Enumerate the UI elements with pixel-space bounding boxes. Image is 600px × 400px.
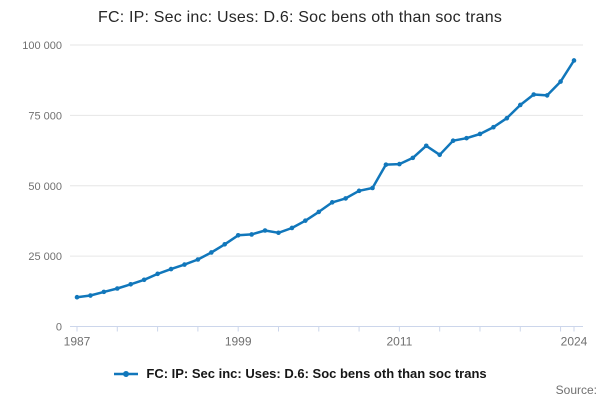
data-point	[141, 277, 147, 283]
data-point	[249, 232, 254, 237]
data-point	[343, 196, 348, 201]
data-point	[423, 143, 429, 149]
data-point	[235, 232, 241, 238]
data-point	[316, 209, 322, 215]
data-point	[491, 124, 496, 130]
chart-title: FC: IP: Sec inc: Uses: D.6: Soc bens oth…	[97, 9, 503, 26]
data-point	[155, 271, 160, 277]
y-axis-tick-label: 0	[56, 322, 62, 334]
data-point	[410, 155, 416, 161]
data-point	[262, 228, 268, 233]
data-point	[114, 286, 120, 291]
x-axis-tick-label: 1999	[225, 335, 252, 349]
data-point	[329, 200, 335, 205]
data-point	[128, 281, 134, 287]
legend-series-marker-icon	[114, 370, 139, 377]
data-point	[504, 115, 510, 121]
x-axis-tick-label: 2024	[561, 335, 588, 349]
data-point	[195, 257, 201, 262]
y-axis-tick-label: 25 000	[28, 251, 62, 263]
legend: FC: IP: Sec inc: Uses: D.6: Soc bens oth…	[0, 366, 600, 381]
data-point	[437, 152, 442, 158]
x-axis-tick-label: 2011	[386, 335, 412, 349]
series-line	[75, 59, 576, 299]
data-point	[222, 242, 228, 247]
data-point	[558, 79, 563, 84]
data-point	[450, 138, 456, 144]
x-axis-tick-label: 1987	[64, 335, 91, 349]
legend-series-label: FC: IP: Sec inc: Uses: D.6: Soc bens oth…	[146, 366, 487, 381]
data-point	[276, 230, 281, 236]
y-axis-tick-label: 100 000	[22, 40, 62, 52]
data-point	[88, 293, 93, 298]
y-axis-tick-label: 75 000	[28, 110, 62, 122]
y-axis-tick-label: 50 000	[28, 181, 62, 193]
data-point	[571, 58, 577, 63]
data-point	[477, 131, 483, 137]
data-point	[182, 262, 187, 267]
data-point	[74, 294, 80, 300]
data-point	[531, 92, 537, 97]
data-point	[383, 162, 389, 167]
data-point	[370, 185, 375, 191]
data-point	[544, 93, 550, 98]
data-point	[168, 266, 174, 272]
source-note: Source:	[555, 383, 597, 397]
data-point	[397, 161, 402, 167]
data-point	[517, 102, 523, 108]
data-point	[464, 135, 469, 141]
data-point	[209, 250, 214, 255]
data-point	[101, 289, 107, 295]
data-point	[356, 188, 362, 194]
data-point	[289, 225, 295, 231]
data-point	[303, 218, 308, 223]
